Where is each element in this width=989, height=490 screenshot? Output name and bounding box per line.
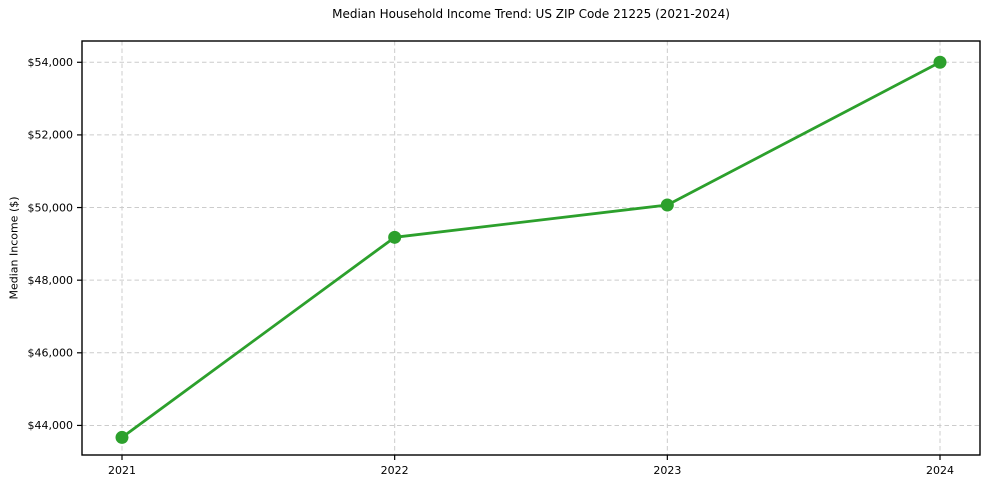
x-tick-label: 2022: [381, 464, 409, 477]
data-point-2024: [933, 55, 947, 69]
data-point-2021: [115, 430, 129, 444]
chart-title: Median Household Income Trend: US ZIP Co…: [332, 7, 730, 21]
y-tick-label: $46,000: [28, 347, 74, 360]
y-tick-label: $54,000: [28, 56, 74, 69]
y-tick-label: $52,000: [28, 129, 74, 142]
income-trend-line: [120, 60, 942, 439]
y-tick-label: $50,000: [28, 201, 74, 214]
x-tick-label: 2024: [926, 464, 954, 477]
y-tick-label: $44,000: [28, 419, 74, 432]
y-axis-label: Median Income ($): [7, 196, 21, 300]
data-point-2022: [388, 230, 402, 244]
x-tick-label: 2023: [653, 464, 681, 477]
data-point-2023: [660, 198, 674, 212]
plot-border: [81, 40, 981, 456]
y-tick-label: $48,000: [28, 274, 74, 287]
x-tick-label: 2021: [108, 464, 136, 477]
